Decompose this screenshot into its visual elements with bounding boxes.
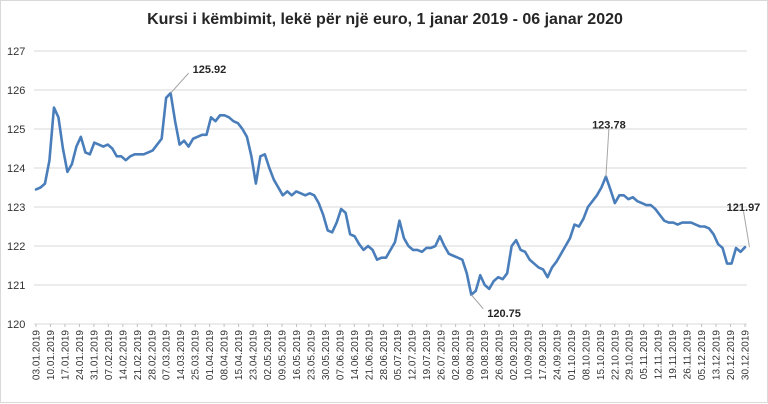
x-tick-label: 08.10.2019	[581, 330, 592, 380]
x-tick-label: 13.12.2019	[712, 330, 723, 380]
annotation-leader-line	[470, 294, 484, 310]
exchange-rate-series-line	[34, 91, 747, 297]
y-axis-ticks: 120 121 122 123 124 125 126 127	[7, 46, 25, 331]
x-tick-label: 19.07.2019	[422, 330, 433, 380]
chart-title: Kursi i këmbimit, lekë për një euro, 1 j…	[147, 11, 623, 28]
x-tick-label: 12.11.2019	[654, 330, 665, 380]
x-axis-ticks: 03.01.2019 10.01.2019 17.01.2019 24.01.2019…	[32, 324, 752, 380]
x-tick-label: 26.08.2019	[495, 330, 506, 380]
annotation-label: 121.97	[727, 202, 761, 214]
x-tick-label: 30.12.2019	[741, 330, 752, 380]
x-tick-label: 26.11.2019	[683, 330, 694, 380]
x-tick-label: 16.05.2019	[292, 330, 303, 380]
x-tick-label: 02.08.2019	[451, 330, 462, 380]
x-tick-label: 14.03.2019	[176, 330, 187, 380]
annotation-leader-line	[170, 72, 189, 94]
x-tick-label: 10.09.2019	[523, 330, 534, 380]
x-tick-label: 21.02.2019	[133, 330, 144, 380]
annotation-label: 120.75	[487, 308, 521, 320]
x-tick-label: 10.01.2019	[46, 330, 57, 380]
x-tick-label: 12.07.2019	[408, 330, 419, 380]
x-tick-label: 02.05.2019	[263, 330, 274, 380]
gridlines	[34, 50, 747, 325]
x-tick-label: 28.02.2019	[147, 330, 158, 380]
x-tick-label: 07.03.2019	[162, 330, 173, 380]
x-tick-label: 05.11.2019	[639, 330, 650, 380]
x-tick-label: 02.09.2019	[509, 330, 520, 380]
x-tick-label: 23.05.2019	[306, 330, 317, 380]
x-tick-label: 05.12.2019	[697, 330, 708, 380]
x-tick-label: 21.06.2019	[364, 330, 375, 380]
x-tick-label: 07.06.2019	[335, 330, 346, 380]
x-tick-label: 07.02.2019	[104, 330, 115, 380]
x-tick-label: 20.12.2019	[726, 330, 737, 380]
x-tick-label: 17.01.2019	[60, 330, 71, 380]
annotation-leader-line	[742, 211, 750, 248]
y-tick-label: 120	[7, 319, 25, 331]
x-tick-label: 29.10.2019	[625, 330, 636, 380]
y-tick-label: 122	[7, 241, 25, 253]
y-tick-label: 127	[7, 46, 25, 58]
x-tick-label: 31.01.2019	[89, 330, 100, 380]
x-tick-label: 01.04.2019	[205, 330, 216, 380]
x-tick-label: 09.05.2019	[277, 330, 288, 380]
x-tick-label: 23.04.2019	[249, 330, 260, 380]
x-tick-label: 24.09.2019	[552, 330, 563, 380]
y-tick-label: 125	[7, 124, 25, 136]
x-tick-label: 19.08.2019	[480, 330, 491, 380]
x-tick-label: 15.10.2019	[596, 330, 607, 380]
x-tick-label: 22.10.2019	[610, 330, 621, 380]
x-tick-label: 05.07.2019	[393, 330, 404, 380]
x-tick-label: 25.03.2019	[191, 330, 202, 380]
annotations: 125.92 120.75 123.78 121.97	[170, 64, 761, 320]
x-tick-label: 14.02.2019	[118, 330, 129, 380]
y-tick-label: 123	[7, 202, 25, 214]
x-tick-label: 26.07.2019	[437, 330, 448, 380]
y-tick-label: 126	[7, 85, 25, 97]
y-tick-label: 121	[7, 280, 25, 292]
x-tick-label: 09.08.2019	[466, 330, 477, 380]
x-tick-label: 03.01.2019	[32, 330, 43, 380]
x-tick-label: 24.01.2019	[75, 330, 86, 380]
annotation-label: 123.78	[592, 120, 626, 132]
x-tick-label: 19.11.2019	[668, 330, 679, 380]
x-tick-label: 01.10.2019	[567, 330, 578, 380]
x-tick-label: 17.09.2019	[538, 330, 549, 380]
x-tick-label: 08.04.2019	[220, 330, 231, 380]
annotation-label: 125.92	[193, 64, 227, 76]
x-tick-label: 15.04.2019	[234, 330, 245, 380]
annotation-leader-line	[605, 128, 610, 177]
series-layer	[34, 91, 747, 297]
x-tick-label: 30.05.2019	[321, 330, 332, 380]
x-tick-label: 14.06.2019	[350, 330, 361, 380]
x-tick-label: 28.06.2019	[379, 330, 390, 380]
y-tick-label: 124	[7, 163, 25, 175]
